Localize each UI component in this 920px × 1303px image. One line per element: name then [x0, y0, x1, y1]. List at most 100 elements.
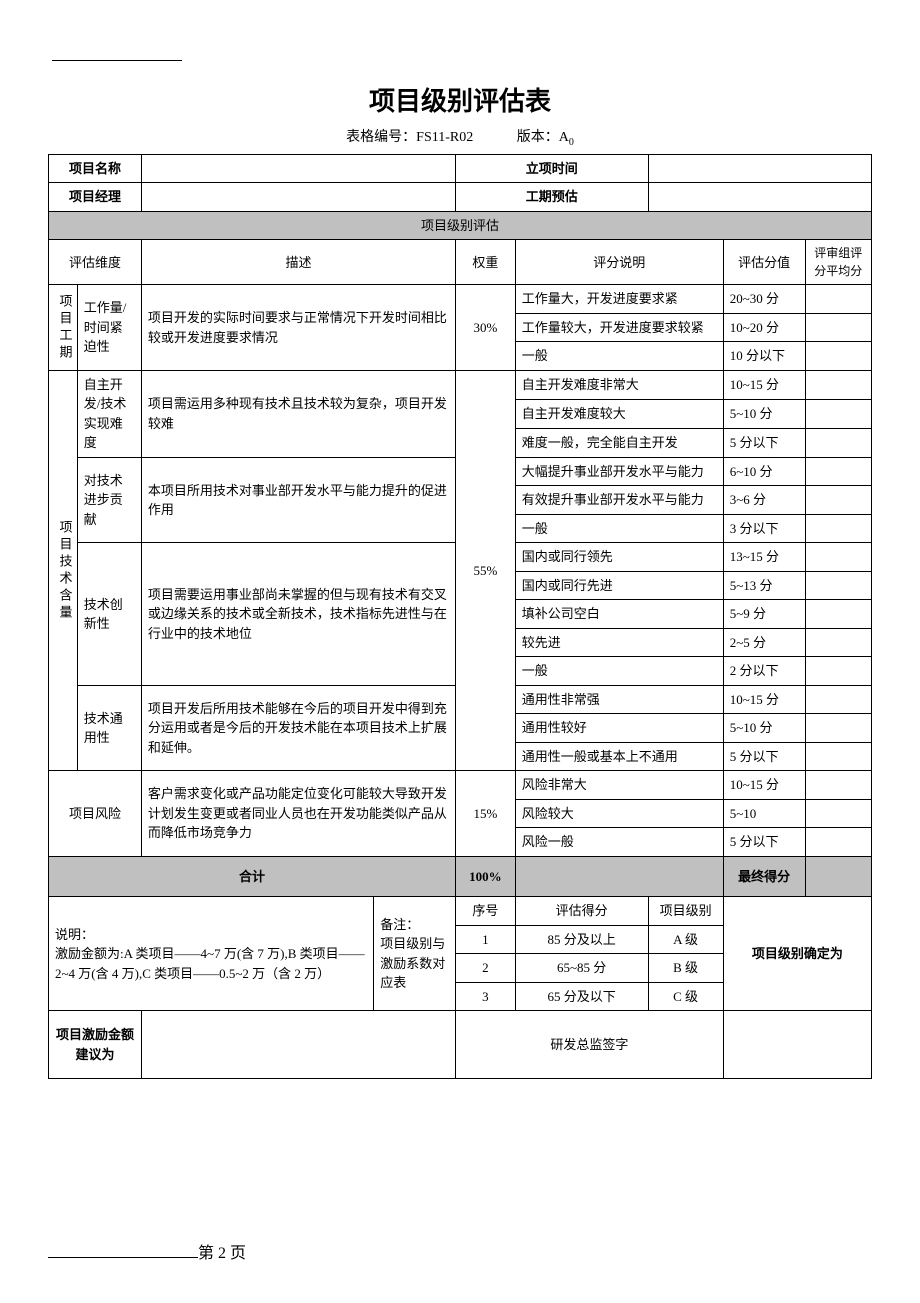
director-field[interactable]	[723, 1011, 871, 1079]
desc-self-dev: 项目需运用多种现有技术且技术较为复杂，项目开发较难	[141, 370, 455, 457]
avg-cell[interactable]	[805, 399, 871, 428]
score-value-cell: 10~15 分	[723, 685, 805, 714]
score-value-cell: 10~15 分	[723, 771, 805, 800]
score-value-cell: 5 分以下	[723, 828, 805, 857]
sub-tech-contrib: 对技术进步贡献	[77, 457, 141, 543]
avg-cell[interactable]	[805, 285, 871, 314]
label-init-time: 立项时间	[456, 154, 648, 183]
scoring-cell: 自主开发难度较大	[515, 399, 723, 428]
label-project-name: 项目名称	[49, 154, 142, 183]
version-sub: 0	[569, 137, 574, 148]
avg-cell[interactable]	[805, 486, 871, 515]
sub-general: 技术通用性	[77, 685, 141, 771]
avg-cell[interactable]	[805, 657, 871, 686]
avg-cell[interactable]	[805, 799, 871, 828]
col-score-value: 评估分值	[723, 240, 805, 285]
desc-innov: 项目需要运用事业部尚未掌握的但与现有技术有交叉或边缘关系的技术或全新技术，技术指…	[141, 543, 455, 686]
level-score: 85 分及以上	[515, 925, 648, 954]
col-description: 描述	[141, 240, 455, 285]
form-no-value: FS11-R02	[416, 130, 473, 145]
field-init-time[interactable]	[648, 154, 872, 183]
director-label: 研发总监签字	[456, 1011, 724, 1079]
score-value-cell: 5~10 分	[723, 399, 805, 428]
score-value-cell: 5 分以下	[723, 428, 805, 457]
avg-cell[interactable]	[805, 457, 871, 486]
dim-tech: 项目技术含量	[49, 370, 78, 771]
version-label: 版本：	[517, 130, 559, 145]
field-duration[interactable]	[648, 183, 872, 212]
sub-innov: 技术创新性	[77, 543, 141, 686]
scoring-cell: 填补公司空白	[515, 600, 723, 629]
desc-workload: 项目开发的实际时间要求与正常情况下开发时间相比较或开发进度要求情况	[141, 285, 455, 371]
score-value-cell: 2 分以下	[723, 657, 805, 686]
avg-cell[interactable]	[805, 313, 871, 342]
incentive-field[interactable]	[141, 1011, 455, 1079]
total-weight: 100%	[456, 856, 516, 897]
avg-cell[interactable]	[805, 428, 871, 457]
avg-cell[interactable]	[805, 600, 871, 629]
scoring-cell: 工作量大，开发进度要求紧	[515, 285, 723, 314]
avg-cell[interactable]	[805, 714, 871, 743]
label-duration: 工期预估	[456, 183, 648, 212]
field-project-name[interactable]	[141, 154, 455, 183]
final-score-cell[interactable]	[805, 856, 871, 897]
avg-cell[interactable]	[805, 514, 871, 543]
avg-cell[interactable]	[805, 771, 871, 800]
score-value-cell: 5~13 分	[723, 571, 805, 600]
avg-cell[interactable]	[805, 828, 871, 857]
score-value-cell: 2~5 分	[723, 628, 805, 657]
page-title: 项目级别评估表	[48, 81, 872, 118]
score-value-cell: 5~10	[723, 799, 805, 828]
col-level: 项目级别	[648, 897, 723, 926]
scoring-cell: 风险非常大	[515, 771, 723, 800]
level-score: 65 分及以下	[515, 982, 648, 1011]
label-pm: 项目经理	[49, 183, 142, 212]
notes-cell: 说明： 激励金额为:A 类项目——4~7 万(含 7 万),B 类项目——2~4…	[49, 897, 374, 1011]
field-pm[interactable]	[141, 183, 455, 212]
evaluation-table: 项目名称 立项时间 项目经理 工期预估 项目级别评估 评估维度 描述 权重 评分…	[48, 154, 872, 1080]
scoring-cell: 通用性非常强	[515, 685, 723, 714]
score-value-cell: 10~20 分	[723, 313, 805, 342]
scoring-cell: 国内或同行先进	[515, 571, 723, 600]
level-score: 65~85 分	[515, 954, 648, 983]
col-weight: 权重	[456, 240, 516, 285]
total-blank	[515, 856, 723, 897]
avg-cell[interactable]	[805, 742, 871, 771]
score-value-cell: 3~6 分	[723, 486, 805, 515]
col-scoring: 评分说明	[515, 240, 723, 285]
avg-cell[interactable]	[805, 543, 871, 572]
desc-tech-contrib: 本项目所用技术对事业部开发水平与能力提升的促进作用	[141, 457, 455, 543]
scoring-cell: 风险较大	[515, 799, 723, 828]
level-no: 2	[456, 954, 516, 983]
weight-risk: 15%	[456, 771, 516, 857]
level-no: 3	[456, 982, 516, 1011]
avg-cell[interactable]	[805, 571, 871, 600]
level-grade: C 级	[648, 982, 723, 1011]
scoring-cell: 一般	[515, 657, 723, 686]
avg-cell[interactable]	[805, 685, 871, 714]
weight-workload: 30%	[456, 285, 516, 371]
dim-duration: 项目工期	[49, 285, 78, 371]
scoring-cell: 通用性较好	[515, 714, 723, 743]
incentive-label: 项目激励金额建议为	[49, 1011, 142, 1079]
col-avg: 评审组评分平均分	[805, 240, 871, 285]
col-score: 评估得分	[515, 897, 648, 926]
scoring-cell: 自主开发难度非常大	[515, 370, 723, 399]
form-no-label: 表格编号：	[346, 130, 416, 145]
avg-cell[interactable]	[805, 628, 871, 657]
page-footer: 第 2 页	[48, 1239, 872, 1263]
score-value-cell: 5~10 分	[723, 714, 805, 743]
score-value-cell: 10 分以下	[723, 342, 805, 371]
avg-cell[interactable]	[805, 370, 871, 399]
sub-workload: 工作量/时间紧迫性	[77, 285, 141, 371]
version-value: A	[559, 130, 569, 145]
col-dimension: 评估维度	[49, 240, 142, 285]
section-header: 项目级别评估	[49, 211, 872, 240]
weight-tech: 55%	[456, 370, 516, 771]
level-confirm[interactable]: 项目级别确定为	[723, 897, 871, 1011]
avg-cell[interactable]	[805, 342, 871, 371]
score-value-cell: 5 分以下	[723, 742, 805, 771]
desc-risk: 客户需求变化或产品功能定位变化可能较大导致开发计划发生变更或者同业人员也在开发功…	[141, 771, 455, 857]
score-value-cell: 6~10 分	[723, 457, 805, 486]
level-grade: B 级	[648, 954, 723, 983]
